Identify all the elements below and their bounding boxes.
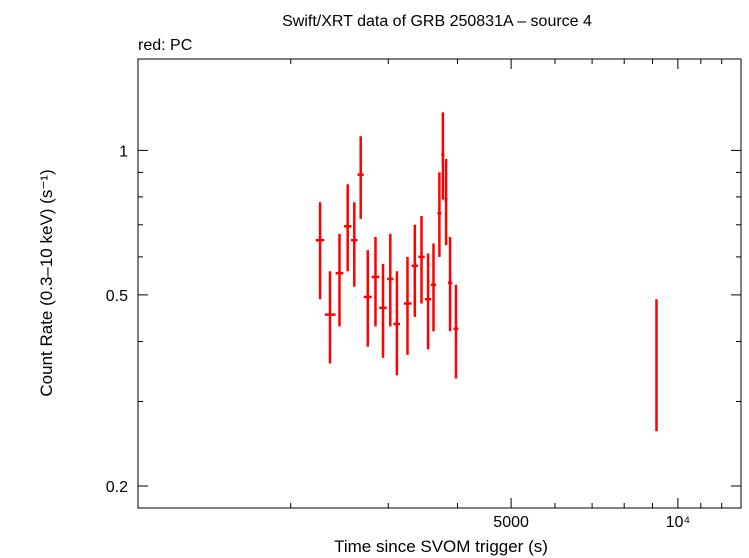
- data-point: [430, 243, 437, 332]
- data-point: [324, 271, 336, 364]
- data-point: [425, 253, 432, 350]
- data-point: [444, 158, 448, 246]
- data-point: [441, 112, 445, 200]
- y-tick-label: 1: [119, 143, 128, 160]
- chart-subtitle: red: PC: [138, 37, 192, 54]
- y-tick-label: 0.5: [106, 288, 128, 305]
- data-point: [315, 202, 325, 300]
- data-points: [315, 112, 658, 432]
- plot-frame: [137, 58, 742, 509]
- data-point: [357, 136, 364, 219]
- data-point: [448, 237, 453, 332]
- data-point: [655, 299, 658, 432]
- data-point: [343, 184, 352, 272]
- data-point: [437, 172, 442, 257]
- data-point: [411, 224, 418, 317]
- data-point: [453, 284, 459, 379]
- data-point: [371, 237, 380, 327]
- x-tick-label: 5000: [493, 514, 529, 531]
- y-tick-label: 0.2: [106, 479, 128, 496]
- data-point: [379, 264, 387, 358]
- y-axis-ticks: 0.2 0.5 1: [106, 143, 741, 496]
- data-point: [363, 250, 372, 347]
- data-point: [418, 216, 425, 304]
- x-axis-label: Time since SVOM trigger (s): [334, 537, 548, 556]
- chart-title: Swift/XRT data of GRB 250831A – source 4: [282, 13, 592, 30]
- data-point: [387, 233, 394, 327]
- data-point: [335, 233, 344, 327]
- y-axis-label: Count Rate (0.3–10 keV) (s⁻¹): [37, 169, 56, 396]
- x-tick-label: 10⁴: [666, 514, 691, 531]
- data-point: [403, 256, 412, 355]
- x-axis-ticks: 5000 10⁴: [290, 59, 723, 531]
- data-point: [393, 271, 400, 376]
- data-point: [351, 202, 358, 287]
